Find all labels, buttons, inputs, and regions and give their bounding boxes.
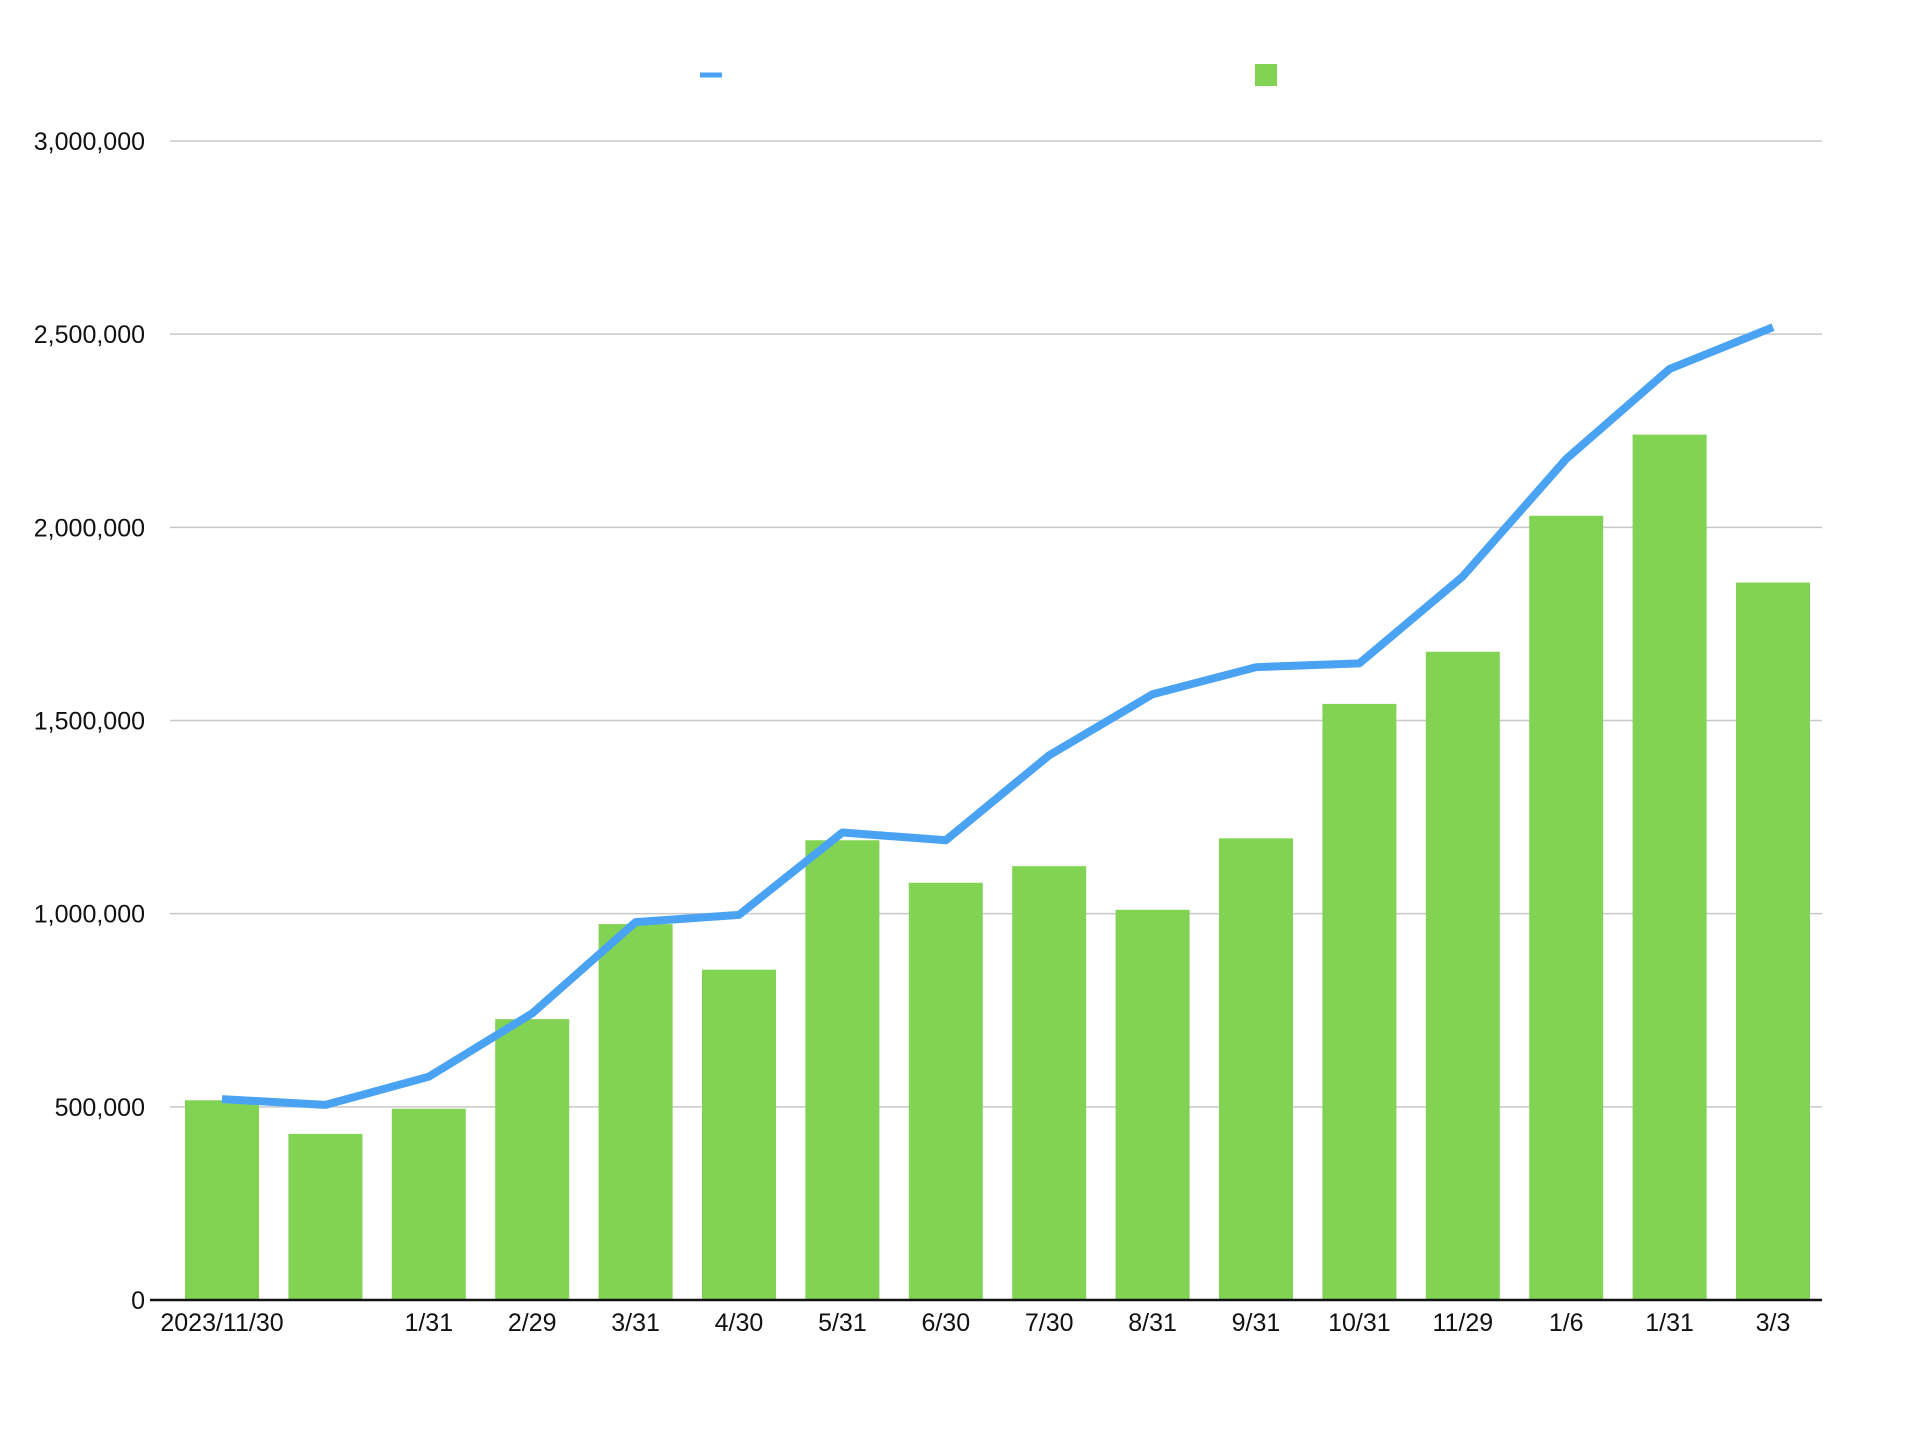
x-tick-label: 2/29: [508, 1309, 557, 1337]
bar: [391, 1108, 466, 1300]
bar: [1425, 651, 1500, 1300]
x-tick-label: 6/30: [921, 1309, 970, 1337]
x-tick-label: 9/31: [1232, 1309, 1281, 1337]
x-tick-label: 11/29: [1432, 1309, 1493, 1337]
bar: [1529, 515, 1604, 1300]
legend-bar-marker: [1255, 64, 1277, 86]
grid: [170, 140, 1822, 1108]
x-tick-label: 7/30: [1025, 1309, 1074, 1337]
bar: [805, 840, 880, 1300]
legend: [700, 64, 1277, 86]
bar: [1115, 909, 1190, 1300]
bar: [1219, 838, 1293, 1300]
x-tick-label: 4/30: [715, 1309, 764, 1337]
bar: [1012, 866, 1087, 1300]
x-tick-label: 3/31: [611, 1309, 660, 1337]
y-tick-label: 1,500,000: [34, 708, 145, 736]
bar: [288, 1133, 363, 1300]
x-tick-label: 5/31: [818, 1309, 867, 1337]
y-tick-label: 1,000,000: [34, 901, 145, 929]
bar: [1736, 582, 1810, 1300]
y-tick-label: 0: [131, 1287, 145, 1315]
x-tick-label: 1/6: [1549, 1309, 1584, 1337]
x-tick-label: 10/31: [1328, 1309, 1391, 1337]
y-tick-label: 3,000,000: [34, 128, 145, 156]
x-tick-label: 1/31: [404, 1309, 453, 1337]
x-tick-label: 1/31: [1645, 1309, 1694, 1337]
x-tick-label: 2023/11/30: [160, 1309, 283, 1337]
bar: [495, 1019, 570, 1300]
bar: [598, 924, 673, 1300]
line-series: [221, 323, 1775, 1109]
x-tick-label: 3/3: [1756, 1309, 1791, 1337]
bar: [185, 1100, 259, 1300]
x-tick-label: 8/31: [1128, 1309, 1177, 1337]
bar: [702, 969, 776, 1300]
bar: [1322, 703, 1397, 1300]
y-axis-ticks: 0 500,000 1,000,000 1,500,000 2,000,000 2,500…: [34, 128, 145, 1315]
y-tick-label: 2,000,000: [34, 514, 145, 542]
bar: [908, 882, 983, 1300]
bar: [1632, 434, 1707, 1300]
series-line: [221, 323, 1775, 1109]
bar-series: [185, 434, 1810, 1300]
y-tick-label: 2,500,000: [34, 321, 145, 349]
x-axis-ticks: 2023/11/30 1/31 2/29 3/31 4/30 5/31 6/30 7/30 8/…: [160, 1309, 1790, 1337]
y-tick-label: 500,000: [55, 1094, 145, 1122]
